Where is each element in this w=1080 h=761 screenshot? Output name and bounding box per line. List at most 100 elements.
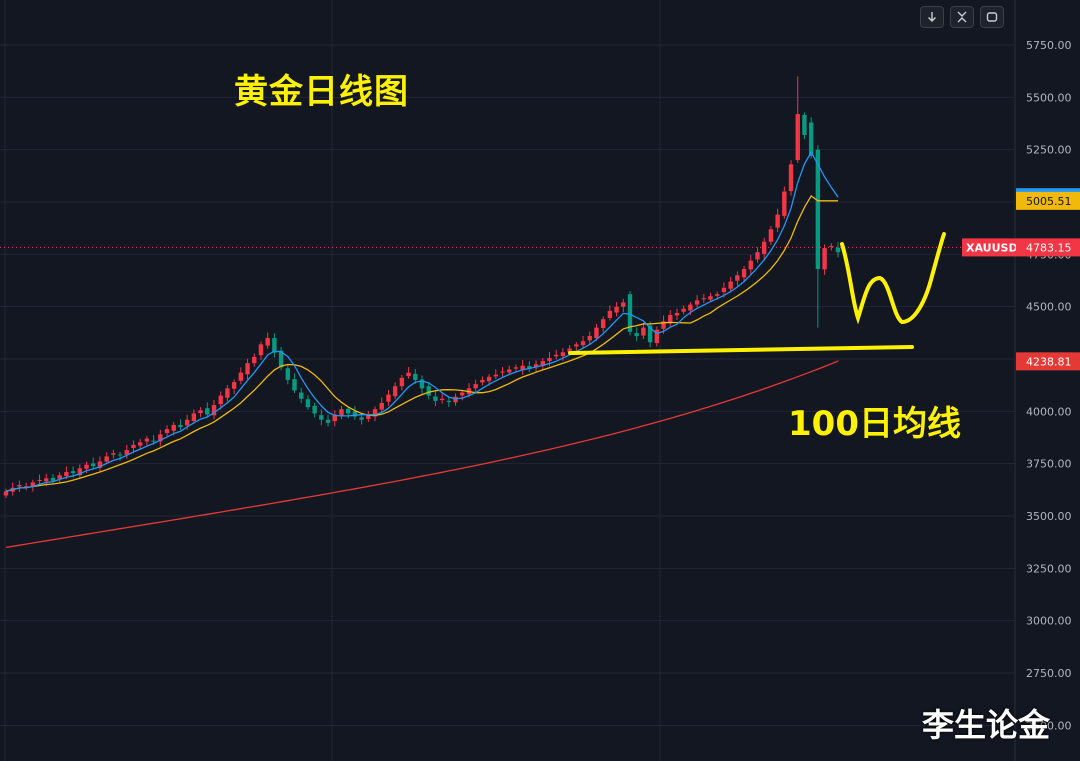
fullscreen-button[interactable]	[980, 6, 1004, 28]
candle-body	[392, 386, 398, 397]
arrow-down-icon	[928, 12, 936, 22]
candle-body	[245, 363, 250, 375]
price-tick-label: 4500.00	[1026, 301, 1072, 314]
candle-body	[701, 298, 707, 300]
candle-body	[17, 485, 22, 487]
price-tick-label: 3250.00	[1026, 562, 1072, 575]
candle-body	[641, 327, 646, 336]
candle-body	[332, 414, 337, 422]
candle-body	[460, 392, 465, 396]
candle-body	[312, 405, 317, 414]
candle-body	[688, 304, 693, 311]
price-tick-label: 3500.00	[1026, 510, 1072, 523]
candle-body	[594, 327, 599, 339]
candle-body	[486, 376, 492, 382]
price-badge	[1016, 238, 1080, 257]
candle-body	[91, 463, 96, 467]
candle-body	[178, 424, 183, 428]
candle-body	[299, 392, 304, 399]
candle-body	[621, 302, 626, 307]
ma-100-path	[5, 360, 839, 549]
price-badge-label: 4783.15	[1026, 241, 1072, 254]
candle-body	[305, 399, 311, 408]
candle-body	[493, 374, 499, 377]
candle-body	[808, 122, 814, 156]
candle-body	[634, 333, 639, 336]
candle-body	[446, 400, 452, 402]
candle-body	[352, 411, 358, 417]
candle-body	[359, 417, 364, 420]
candle-body	[574, 344, 579, 347]
candle-body	[111, 453, 116, 455]
price-tick-label: 5250.00	[1026, 144, 1072, 157]
price-badge-label: 5005.51	[1026, 195, 1072, 208]
candle-body	[319, 415, 324, 420]
candle-body	[70, 471, 76, 474]
candle-body	[272, 338, 277, 353]
price-tick-label: 2750.00	[1026, 667, 1072, 680]
price-tick-label: 3000.00	[1026, 615, 1072, 628]
candle-body	[37, 479, 42, 481]
candle-body	[540, 361, 545, 366]
candle-body	[339, 409, 344, 416]
candle-body	[513, 367, 519, 369]
candle-body	[802, 114, 807, 136]
candle-body	[406, 372, 411, 377]
candle-body	[728, 281, 733, 289]
candle-body	[560, 352, 566, 357]
arrow-down-button[interactable]	[920, 6, 944, 28]
candle-body	[473, 384, 478, 389]
candle-body	[822, 248, 827, 270]
candle-body	[788, 164, 794, 192]
candle-body	[795, 114, 800, 161]
candle-body	[231, 382, 237, 389]
candle-body	[835, 247, 841, 253]
candle-body	[205, 408, 210, 415]
candle-body	[782, 191, 787, 216]
candles	[3, 76, 841, 498]
candle-body	[761, 241, 767, 254]
candle-body	[768, 229, 774, 242]
candle-body	[77, 468, 83, 476]
collapse-icon	[957, 11, 967, 23]
collapse-button[interactable]	[950, 6, 974, 28]
candle-body	[533, 364, 539, 368]
candle-body	[30, 482, 36, 487]
candle-body	[137, 442, 143, 446]
candle-body	[184, 419, 190, 426]
support-line	[568, 345, 914, 355]
candle-body	[547, 357, 552, 362]
candle-body	[252, 356, 257, 364]
candle-body	[117, 454, 123, 456]
ma-fast-line	[5, 150, 839, 492]
candle-body	[647, 325, 653, 343]
candle-body	[741, 268, 747, 278]
candle-body	[426, 386, 431, 396]
candle-body	[265, 338, 270, 346]
candle-body	[44, 478, 49, 482]
candle-body	[829, 245, 834, 247]
candle-body	[144, 438, 150, 442]
candle-body	[325, 419, 331, 423]
candle-body	[366, 414, 371, 419]
candle-body	[64, 472, 69, 477]
candle-body	[211, 405, 217, 416]
candle-body	[708, 296, 713, 300]
symbol-badge	[962, 238, 1016, 257]
price-badge-label: 4238.81	[1026, 355, 1072, 368]
candle-body	[721, 287, 727, 293]
candle-body	[433, 396, 438, 401]
candle-body	[614, 306, 619, 313]
candle-body	[171, 424, 176, 431]
candle-body	[372, 409, 378, 417]
candle-body	[587, 335, 592, 341]
price-tick-label: 4000.00	[1026, 405, 1072, 418]
candle-body	[694, 300, 700, 305]
candle-body	[567, 348, 572, 352]
price-tick-label: 5750.00	[1026, 39, 1072, 52]
candle-body	[654, 329, 660, 344]
candle-body	[600, 319, 606, 329]
candle-body	[453, 396, 458, 403]
price-badge	[1016, 191, 1080, 210]
